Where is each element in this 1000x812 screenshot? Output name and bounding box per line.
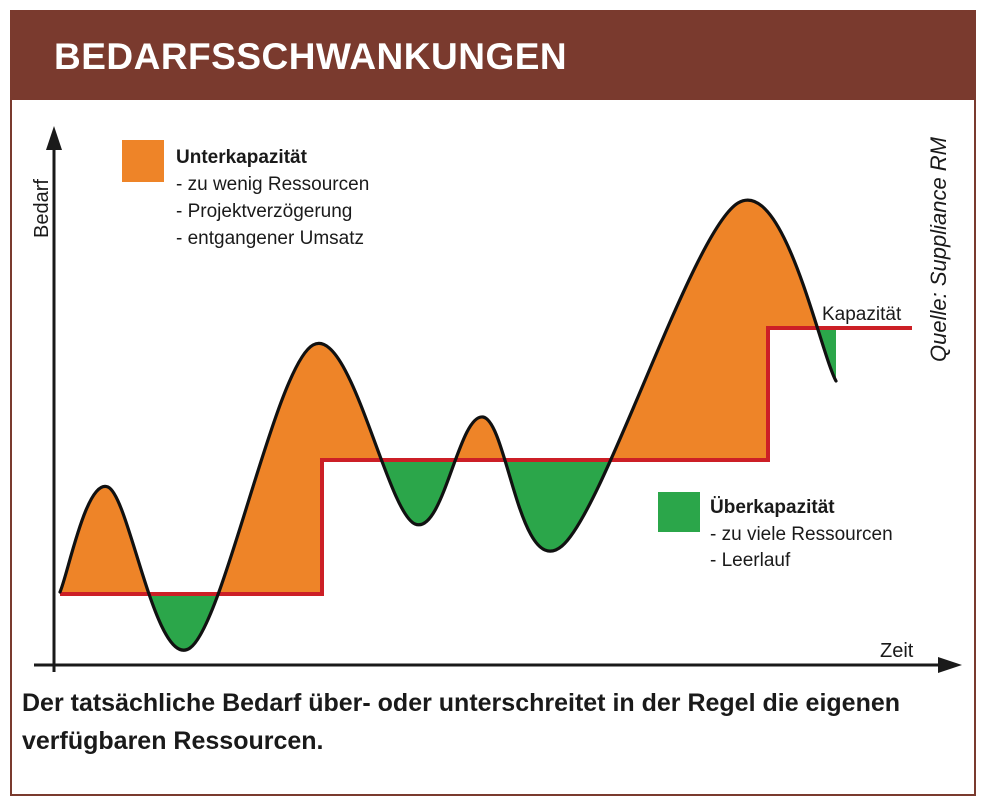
y-axis-label: Bedarf <box>31 179 53 238</box>
page-title: BEDARFSSCHWANKUNGEN <box>54 36 568 77</box>
legend-overcapacity-item: - Leerlauf <box>710 550 791 571</box>
caption: Der tatsächliche Bedarf über- oder unter… <box>22 689 901 755</box>
axes <box>34 126 962 673</box>
legend-undercapacity-title: Unterkapazität <box>176 147 308 168</box>
legend-overcapacity-item: - zu viele Ressourcen <box>710 524 893 545</box>
undercapacity-area <box>60 200 836 594</box>
capacity-label: Kapazität <box>822 304 902 325</box>
legend-undercapacity: Unterkapazität - zu wenig Ressourcen - P… <box>122 140 369 249</box>
capacity-line <box>60 326 912 596</box>
legend-overcapacity: Überkapazität - zu viele Ressourcen - Le… <box>658 492 893 571</box>
legend-undercapacity-item: - zu wenig Ressourcen <box>176 174 369 195</box>
x-axis-arrow <box>938 657 962 673</box>
legend-overcapacity-title: Überkapazität <box>710 497 835 518</box>
legend-overcapacity-swatch <box>658 492 700 532</box>
legend-undercapacity-swatch <box>122 140 164 182</box>
demand-curve <box>58 198 838 652</box>
source-label: Quelle: Suppliance RM <box>926 136 951 362</box>
y-axis-arrow <box>46 126 62 150</box>
header-bar: BEDARFSSCHWANKUNGEN <box>12 12 974 100</box>
legend-undercapacity-item: - entgangener Umsatz <box>176 228 364 249</box>
legend-undercapacity-item: - Projektverzögerung <box>176 201 352 222</box>
x-axis-label: Zeit <box>880 640 914 662</box>
